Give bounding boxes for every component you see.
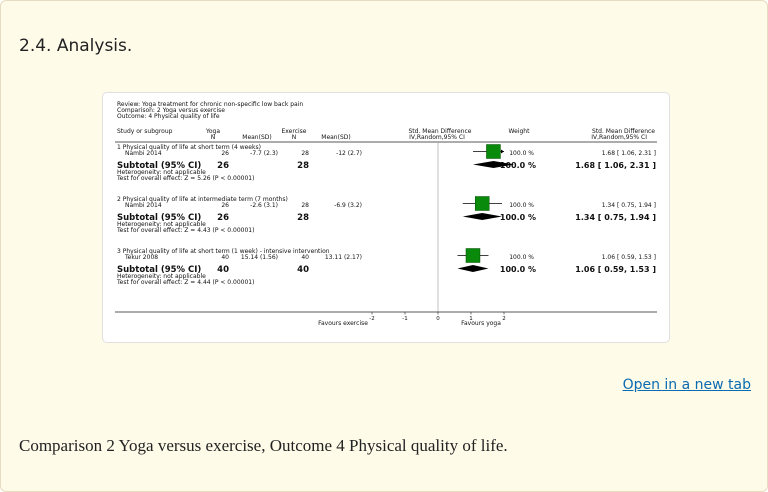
subtotal-ci: 1.34 [ 0.75, 1.94 ] xyxy=(575,213,656,222)
subtotal-label: Subtotal (95% CI) xyxy=(117,265,201,275)
yoga-n: 40 xyxy=(221,254,229,261)
header-exercise: Exercise xyxy=(282,128,307,135)
overall-effect: Test for overall effect: Z = 4.44 (P < 0… xyxy=(116,279,254,286)
forest-plot: Review: Yoga treatment for chronic non-s… xyxy=(115,101,657,327)
study-weight: 100.0 % xyxy=(509,254,534,261)
figure-caption: Comparison 2 Yoga versus exercise, Outco… xyxy=(19,436,508,455)
open-in-new-tab-link[interactable]: Open in a new tab xyxy=(622,377,751,393)
subtotal-label: Subtotal (95% CI) xyxy=(117,213,201,223)
exercise-mean-sd: -12 (2.7) xyxy=(336,150,362,157)
subtotal-exercise-n: 28 xyxy=(297,213,309,223)
axis-tick-label: -2 xyxy=(369,316,374,322)
subtotal-ci: 1.06 [ 0.59, 1.53 ] xyxy=(575,265,656,274)
header-study: Study or subgroup xyxy=(117,128,173,135)
subtotal-label: Subtotal (95% CI) xyxy=(117,161,201,171)
exercise-mean-sd: 13.11 (2.17) xyxy=(325,254,362,261)
subtotal-ci: 1.68 [ 1.06, 2.31 ] xyxy=(575,161,656,170)
header-exercise-n: N xyxy=(292,134,297,141)
subtotal-weight: 100.0 % xyxy=(500,161,536,170)
subtotal-exercise-n: 28 xyxy=(297,161,309,171)
subtotal-yoga-n: 26 xyxy=(217,161,229,171)
study-name: Nambi 2014 xyxy=(125,150,162,157)
subgroup-3: 3 Physical quality of life at short term… xyxy=(116,248,656,286)
favours-exercise-label: Favours exercise xyxy=(318,320,368,327)
x-axis: -2 -1 0 1 2 xyxy=(369,312,506,322)
subtotal-weight: 100.0 % xyxy=(500,213,536,222)
study-name: Nambi 2014 xyxy=(125,202,162,209)
forest-plot-figure[interactable]: Review: Yoga treatment for chronic non-s… xyxy=(102,92,670,343)
favours-yoga-label: Favours yoga xyxy=(461,320,501,327)
study-ci: 1.06 [ 0.59, 1.53 ] xyxy=(602,254,656,261)
subtotal-weight: 100.0 % xyxy=(500,265,536,274)
header-smd: Std. Mean Difference xyxy=(409,128,472,135)
forest-marks xyxy=(457,144,515,272)
study-point-box xyxy=(465,248,481,263)
study-point-box xyxy=(486,144,501,159)
yoga-n: 26 xyxy=(221,150,229,157)
heterogeneity: Heterogeneity: not applicable xyxy=(117,169,206,176)
study-weight: 100.0 % xyxy=(509,202,534,209)
axis-tick-label: 2 xyxy=(502,316,506,322)
exercise-mean-sd: -6.9 (3.2) xyxy=(334,202,362,209)
study-name: Tekur 2008 xyxy=(124,254,158,261)
subgroup-1: 1 Physical quality of life at short term… xyxy=(116,144,656,182)
yoga-n: 26 xyxy=(221,202,229,209)
heterogeneity: Heterogeneity: not applicable xyxy=(117,273,206,280)
ci-arrow-icon xyxy=(501,149,504,154)
subgroup-title: 1 Physical quality of life at short term… xyxy=(117,144,261,151)
comparison-line: Comparison: 2 Yoga versus exercise xyxy=(117,107,225,114)
header-smd-method-right: IV,Random,95% CI xyxy=(591,134,647,141)
subgroup-title: 2 Physical quality of life at intermedia… xyxy=(117,196,288,203)
yoga-mean-sd: 15.14 (1.56) xyxy=(241,254,278,261)
yoga-mean-sd: -2.6 (3.1) xyxy=(250,202,278,209)
study-ci: 1.34 [ 0.75, 1.94 ] xyxy=(602,202,656,209)
axis-tick-label: 0 xyxy=(436,316,440,322)
axis-tick-label: 1 xyxy=(469,316,473,322)
yoga-mean-sd: -7.7 (2.3) xyxy=(250,150,278,157)
subgroup-title: 3 Physical quality of life at short term… xyxy=(117,248,330,255)
heterogeneity: Heterogeneity: not applicable xyxy=(117,221,206,228)
outcome-line: Outcome: 4 Physical quality of life xyxy=(117,113,220,120)
header-yoga: Yoga xyxy=(205,128,220,135)
subtotal-diamond xyxy=(472,161,515,168)
header-smd-right: Std. Mean Difference xyxy=(592,128,655,135)
section-heading: 2.4. Analysis. xyxy=(19,36,133,56)
subtotal-exercise-n: 40 xyxy=(297,265,309,275)
header-yoga-n: N xyxy=(211,134,216,141)
subtotal-diamond xyxy=(462,213,503,220)
subtotal-yoga-n: 40 xyxy=(217,265,229,275)
header-yoga-mean: Mean(SD) xyxy=(242,134,271,141)
overall-effect: Test for overall effect: Z = 4.43 (P < 0… xyxy=(116,227,254,234)
header-exercise-mean: Mean(SD) xyxy=(321,134,350,141)
exercise-n: 40 xyxy=(301,254,309,261)
study-ci: 1.68 [ 1.06, 2.31 ] xyxy=(602,150,656,157)
header-weight: Weight xyxy=(509,128,531,135)
header-smd-method: IV,Random,95% CI xyxy=(409,134,465,141)
study-point-box xyxy=(474,196,490,211)
review-line: Review: Yoga treatment for chronic non-s… xyxy=(117,101,303,108)
subtotal-diamond xyxy=(457,265,489,272)
subgroup-2: 2 Physical quality of life at intermedia… xyxy=(116,196,656,234)
subtotal-yoga-n: 26 xyxy=(217,213,229,223)
overall-effect: Test for overall effect: Z = 5.26 (P < 0… xyxy=(116,175,254,182)
study-weight: 100.0 % xyxy=(509,150,534,157)
exercise-n: 28 xyxy=(301,150,309,157)
exercise-n: 28 xyxy=(301,202,309,209)
axis-tick-label: -1 xyxy=(402,316,407,322)
